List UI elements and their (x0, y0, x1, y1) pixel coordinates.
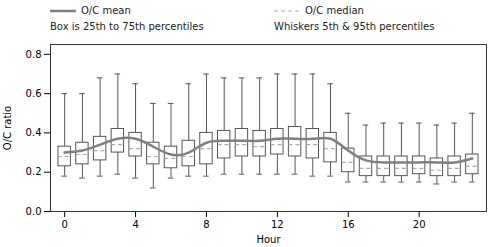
svg-text:Hour: Hour (256, 234, 281, 245)
svg-text:16: 16 (342, 219, 355, 230)
svg-text:12: 12 (271, 219, 284, 230)
svg-text:0.6: 0.6 (26, 88, 42, 99)
svg-text:0.2: 0.2 (26, 166, 42, 177)
html-text:O/C mean: O/C mean (81, 5, 131, 16)
svg-text:8: 8 (203, 219, 209, 230)
html-text:Box is 25th to 75th percentile: Box is 25th to 75th percentiles (50, 21, 204, 32)
svg-text:0.0: 0.0 (26, 206, 42, 217)
svg-text:O/C ratio: O/C ratio (2, 106, 13, 150)
svg-text:0: 0 (61, 219, 67, 230)
svg-text:20: 20 (413, 219, 426, 230)
svg-text:0.8: 0.8 (26, 49, 42, 60)
svg-text:0.4: 0.4 (26, 127, 42, 138)
svg-text:4: 4 (132, 219, 138, 230)
html-text:O/C median: O/C median (305, 5, 364, 16)
html-text:Whiskers 5th & 95th percentile: Whiskers 5th & 95th percentiles (274, 21, 435, 32)
